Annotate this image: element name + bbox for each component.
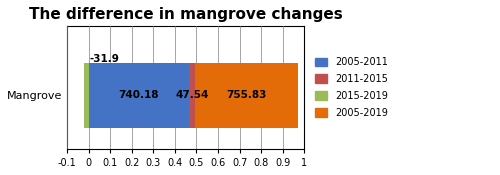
Legend: 2005-2011, 2011-2015, 2015-2019, 2005-2019: 2005-2011, 2011-2015, 2015-2019, 2005-20… [312, 53, 392, 122]
Bar [189, 63, 196, 128]
Text: 740.18: 740.18 [118, 90, 159, 100]
Text: 755.83: 755.83 [226, 90, 267, 100]
Bar [84, 63, 88, 128]
Bar [196, 63, 298, 128]
Title: The difference in mangrove changes: The difference in mangrove changes [29, 7, 342, 22]
Bar [88, 63, 189, 128]
Text: 47.54: 47.54 [176, 90, 209, 100]
Text: -31.9: -31.9 [90, 54, 120, 64]
